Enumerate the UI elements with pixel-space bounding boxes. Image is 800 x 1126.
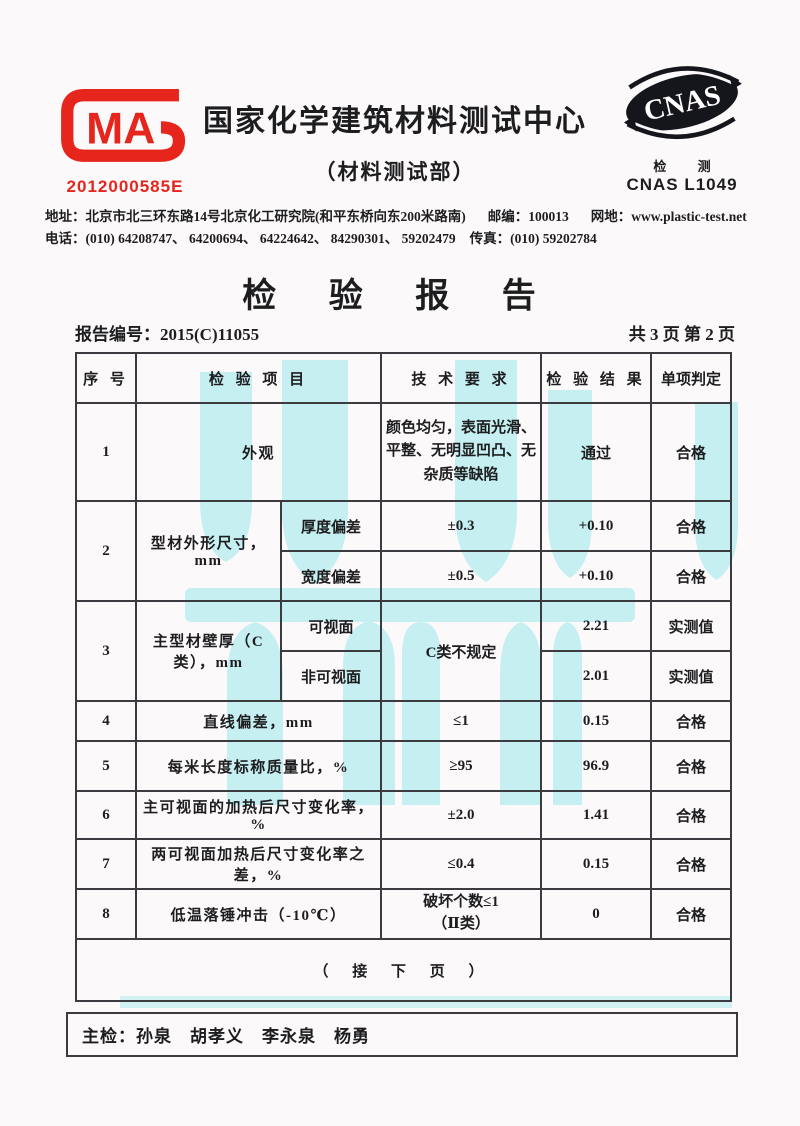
row8-no: 8 [75,888,137,940]
address-value: 北京市北三环东路14号北京化工研究院(和平东桥向东200米路南) [85,209,466,224]
row4-requirement: ≤1 [380,700,543,742]
row2-requirement-2: ±0.5 [380,550,543,602]
row2-item: 型材外形尺寸，mm [135,500,282,602]
org-name: 国家化学建筑材料测试中心 [203,105,587,138]
row6-result: 1.41 [540,790,653,840]
table-row: 2 型材外形尺寸，mm 厚度偏差 ±0.3 +0.10 合格 [75,500,733,602]
row5-requirement: ≥95 [380,740,543,792]
fax-value: (010) 59202784 [510,231,597,246]
row8-item: 低温落锤冲击（-10℃） [134,888,383,940]
row2-result-1: +0.10 [540,500,653,552]
row6-requirement: ±2.0 [380,790,543,840]
cnas-logo-icon: CNAS [624,63,742,142]
table-row: 6 主可视面的加热后尺寸变化率，% ±2.0 1.41 合格 [75,790,733,840]
zip-value: 100013 [528,209,569,224]
row2-subitem-width: 宽度偏差 [279,550,383,602]
row6-judgement: 合格 [650,790,733,840]
results-table: 序 号 检 验 项 目 技 术 要 求 检 验 结 果 单项判定 1 外观 颜色… [74,352,733,1002]
report-number: 报告编号：2015(C)11055 [75,320,259,345]
row5-no: 5 [75,740,137,792]
address-label: 地址： [45,209,86,224]
row4-judgement: 合格 [650,700,733,742]
row2-judgement-1: 合格 [650,500,733,552]
col-header-requirement: 技 术 要 求 [380,352,543,404]
report-number-value: 2015(C)11055 [160,325,260,344]
row5-judgement: 合格 [650,740,733,792]
table-row: 非可视面 2.01 实测值 [76,650,733,702]
table-row: 4 直线偏差，mm ≤1 0.15 合格 [75,700,733,742]
chief-inspector-box: 主检： 孙泉 胡孝义 李永泉 杨勇 [66,1012,738,1057]
row8-requirement-line1: 破坏个数≤1 [423,894,499,911]
row5-item: 每米长度标称质量比，% [134,740,383,792]
row3-result-2: 2.01 [540,650,653,702]
row4-item: 直线偏差，mm [134,700,383,742]
row8-judgement: 合格 [650,888,733,940]
row2-subitem-thickness: 厚度偏差 [279,500,383,552]
cnas-sub-label: 检 测 [653,159,725,174]
row7-judgement: 合格 [650,838,733,890]
row2-requirement-1: ±0.3 [380,500,543,552]
page-indicator: 共 3 页 第 2 页 [628,325,735,344]
row2-no: 2 [75,500,137,602]
row7-result: 0.15 [540,838,653,890]
row3-no: 3 [75,600,137,702]
table-row: 7 两可视面加热后尺寸变化率之差，% ≤0.4 0.15 合格 [75,838,733,890]
row1-no: 1 [75,402,137,502]
row2-judgement-2: 合格 [650,550,733,602]
continuation-note: （ 接 下 页 ） [74,938,733,1002]
table-row: 8 低温落锤冲击（-10℃） 破坏个数≤1 （Ⅱ类） 0 合格 [75,888,733,940]
tel-label: 电话： [45,231,86,246]
row3-requirement: C类不规定 [380,600,543,702]
table-row: 5 每米长度标称质量比，% ≥95 96.9 合格 [75,740,733,792]
web-label: 网地： [590,209,632,224]
row8-result: 0 [540,888,653,940]
row4-no: 4 [75,700,137,742]
cma-letters: MA [86,104,155,153]
zip-label: 邮编： [487,209,529,224]
row3-item: 主型材壁厚（C类），mm [135,600,282,702]
table-row: （ 接 下 页 ） [74,938,733,1002]
chief-inspector-label: 主检： [82,1027,136,1046]
table-header-row: 序 号 检 验 项 目 技 术 要 求 检 验 结 果 单项判定 [75,352,733,404]
row7-no: 7 [75,838,137,890]
row3-subitem-nonvisible: 非可视面 [279,650,383,702]
tel-value: (010) 64208747、 64200694、 64224642、 8429… [85,231,456,246]
row2-result-2: +0.10 [540,550,653,602]
row8-requirement-line2: （Ⅱ类） [432,916,490,932]
row7-requirement: ≤0.4 [380,838,543,890]
row3-subitem-visible: 可视面 [279,600,383,652]
row1-result: 通过 [540,402,653,502]
table-row: 1 外观 颜色均匀，表面光滑、平整、无明显凹凸、无杂质等缺陷 通过 合格 [75,402,733,502]
row1-requirement: 颜色均匀，表面光滑、平整、无明显凹凸、无杂质等缺陷 [380,402,543,502]
table-row: 宽度偏差 ±0.5 +0.10 合格 [76,550,733,602]
chief-inspector-names: 孙泉 胡孝义 李永泉 杨勇 [136,1027,370,1046]
cma-cert-number: 2012000585E [66,177,184,196]
row6-no: 6 [75,790,137,840]
row1-item: 外观 [134,402,383,502]
row8-requirement: 破坏个数≤1 （Ⅱ类） [380,888,543,940]
document-title: 检 验 报 告 [242,278,558,315]
col-header-result: 检 验 结 果 [540,352,653,404]
contact-block: 地址： 北京市北三环东路14号北京化工研究院(和平东桥向东200米路南) 邮编：… [45,206,763,250]
row6-item: 主可视面的加热后尺寸变化率，% [134,790,383,840]
col-header-judgement: 单项判定 [650,352,733,404]
cma-logo-icon: MA [61,89,186,162]
table-row: 3 主型材壁厚（C类），mm 可视面 C类不规定 2.21 实测值 [75,600,733,702]
col-header-no: 序 号 [75,352,137,404]
web-value: www.plastic-test.net [631,209,747,224]
row7-item: 两可视面加热后尺寸变化率之差，% [134,838,383,890]
cnas-cert-number: CNAS L1049 [626,175,738,194]
fax-label: 传真： [469,231,511,246]
row5-result: 96.9 [540,740,653,792]
row4-result: 0.15 [540,700,653,742]
row1-judgement: 合格 [650,402,733,502]
row3-judgement-1: 实测值 [650,600,733,652]
row3-judgement-2: 实测值 [650,650,733,702]
report-number-label: 报告编号： [75,325,160,344]
col-header-item: 检 验 项 目 [134,352,383,404]
row3-result-1: 2.21 [540,600,653,652]
org-department: （材料测试部） [314,160,476,184]
